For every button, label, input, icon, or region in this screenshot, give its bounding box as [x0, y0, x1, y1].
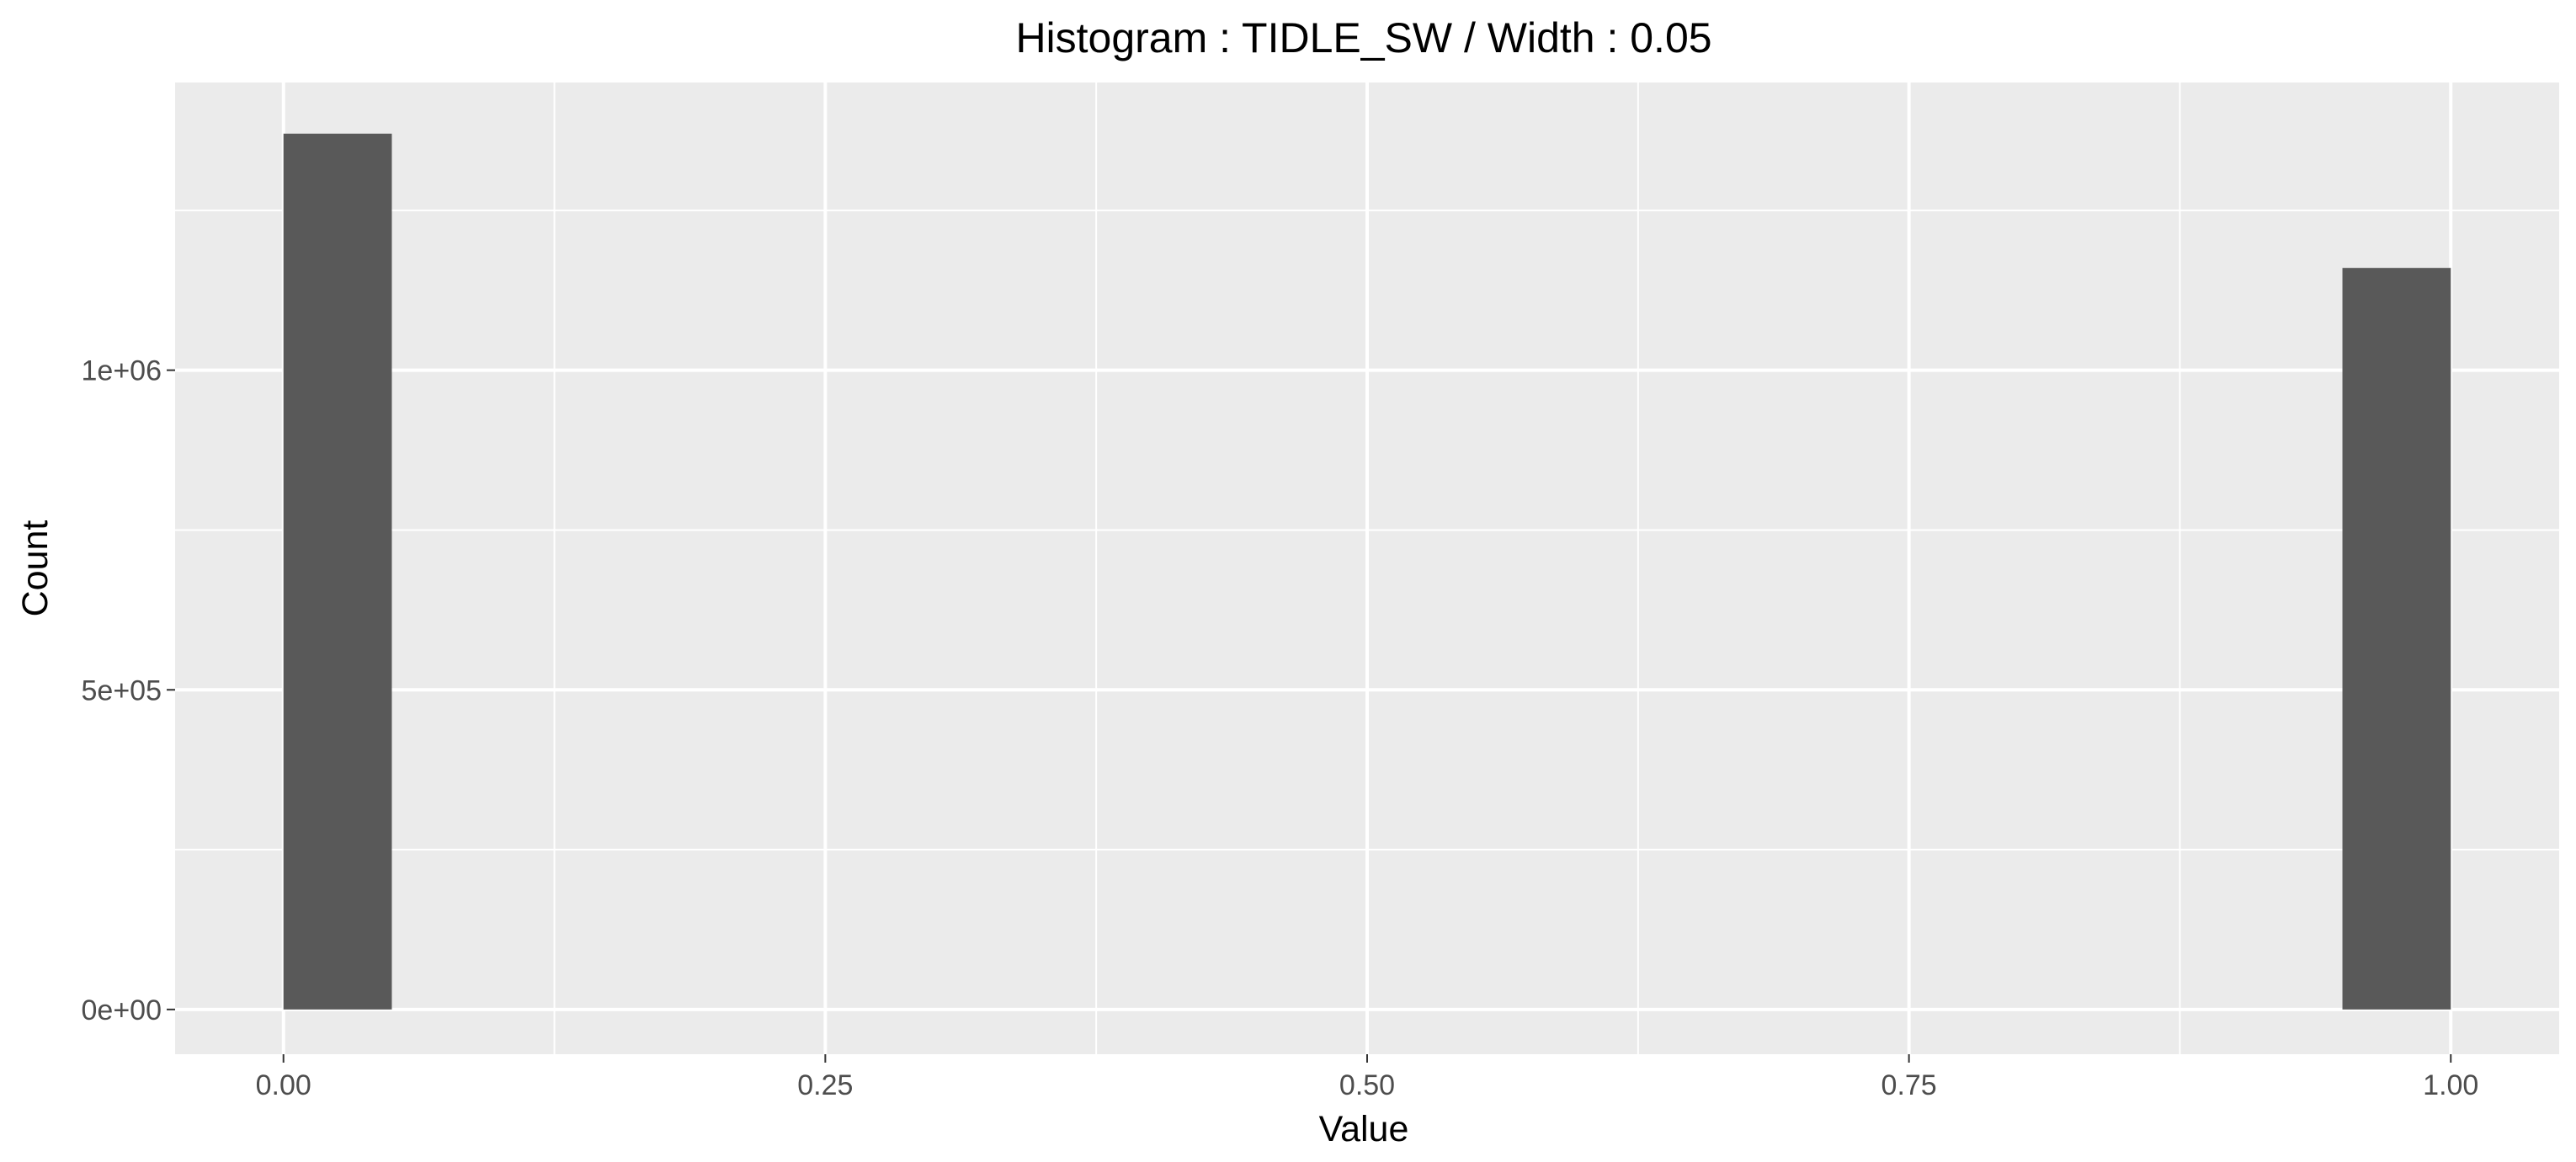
x-axis-title: Value — [1319, 1109, 1409, 1149]
y-tick-label: 5e+05 — [82, 674, 162, 706]
y-tick-label: 0e+00 — [82, 994, 162, 1026]
x-tick-label: 0.75 — [1881, 1069, 1937, 1101]
x-axis: 0.00 0.25 0.50 0.75 1.00 — [256, 1054, 2478, 1101]
x-tick-label: 1.00 — [2423, 1069, 2478, 1101]
histogram-bars — [283, 133, 2451, 1010]
histogram-bar — [283, 133, 392, 1010]
histogram-bar — [2342, 268, 2451, 1010]
y-axis-title: Count — [15, 520, 56, 617]
x-tick-label: 0.50 — [1339, 1069, 1395, 1101]
y-axis: 0e+00 5e+05 1e+06 — [82, 355, 175, 1026]
chart-title: Histogram : TIDLE_SW / Width : 0.05 — [1015, 14, 1711, 61]
x-tick-label: 0.00 — [256, 1069, 311, 1101]
y-tick-label: 1e+06 — [82, 355, 162, 387]
x-tick-label: 0.25 — [797, 1069, 853, 1101]
